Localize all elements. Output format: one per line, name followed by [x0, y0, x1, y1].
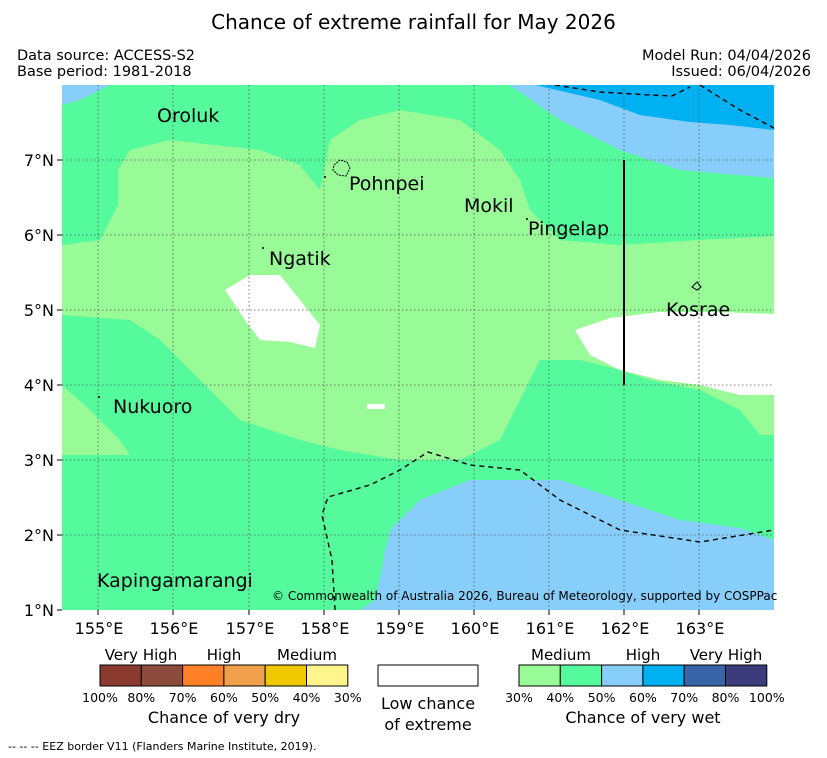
- map-title: Chance of extreme rainfall for May 2026: [211, 10, 616, 34]
- legend-dry-very-high: Very High: [105, 646, 178, 664]
- higher-chance-region: [535, 85, 774, 130]
- legend-wet-very-high: Very High: [690, 646, 763, 664]
- y-tick-label: 3°N: [24, 451, 54, 470]
- data-source: Data source: ACCESS-S2: [17, 48, 196, 64]
- medium-chance-region: [62, 110, 774, 460]
- legend-dry-tick: 40%: [293, 690, 321, 705]
- legend-dry-tick: 30%: [334, 690, 362, 705]
- y-tick-label: 2°N: [24, 526, 54, 545]
- legend-wet-swatch: [601, 664, 644, 687]
- place-label-kapingamarangi: Kapingamarangi: [97, 570, 253, 592]
- x-tick-label: 157°E: [226, 619, 275, 638]
- medium-chance-region-west: [62, 385, 130, 455]
- x-tick-label: 159°E: [376, 619, 425, 638]
- medium-chance-region-pohnpei: [330, 140, 520, 255]
- legend-dry-swatch: [182, 664, 225, 687]
- nukuoro-island: [98, 396, 100, 398]
- legend-low: Low chance of extreme: [377, 664, 479, 734]
- ngatik-island: [262, 247, 264, 249]
- legend-dry-tick: 100%: [82, 690, 118, 705]
- legend-wet-swatch: [518, 664, 561, 687]
- legend-dry-caption: Chance of very dry: [148, 708, 300, 727]
- pohnpei-island: [332, 159, 351, 177]
- low-chance-patch: [367, 404, 385, 409]
- legend-dry-swatch: [264, 664, 308, 687]
- legend-dry-ticks: 100% 80% 70% 60% 50% 40% 30%: [82, 690, 362, 705]
- pingelap-island: [526, 218, 528, 220]
- place-label-oroluk: Oroluk: [157, 105, 219, 127]
- legend-dry-swatch: [99, 664, 142, 687]
- legend-low-line1: Low chance: [381, 694, 475, 713]
- legend-dry-tick: 50%: [251, 690, 279, 705]
- place-label-ngatik: Ngatik: [269, 248, 331, 270]
- legend-wet-high: High: [626, 646, 660, 664]
- issued-date: Issued: 06/04/2026: [671, 64, 811, 80]
- pohnpei-islet: [324, 176, 326, 178]
- legend-wet-swatch: [683, 664, 727, 687]
- place-label-kosrae: Kosrae: [666, 299, 730, 321]
- base-period: Base period: 1981-2018: [17, 64, 192, 80]
- legend-wet-swatch: [725, 664, 768, 687]
- x-tick-label: 160°E: [451, 619, 500, 638]
- legend-wet-tick: 80%: [712, 690, 740, 705]
- legend-wet-caption: Chance of very wet: [565, 708, 720, 727]
- legend-wet-swatch: [642, 664, 685, 687]
- x-tick-label: 155°E: [75, 619, 124, 638]
- legend-low-swatch: [377, 664, 479, 687]
- map-plot-area: [62, 85, 774, 610]
- legend-wet-tick: 30%: [505, 690, 533, 705]
- legend-dry-tick: 60%: [210, 690, 238, 705]
- legend-dry-high: High: [207, 646, 241, 664]
- legend-dry-swatch: [306, 664, 349, 687]
- legend-wet-swatch: [559, 664, 603, 687]
- place-label-nukuoro: Nukuoro: [113, 396, 192, 418]
- legend-dry-tick: 80%: [127, 690, 155, 705]
- legend-wet-tick: 50%: [588, 690, 616, 705]
- legend-wet: Medium High Very High 30% 40% 50% 60% 70% 80%…: [505, 646, 785, 727]
- place-label-pingelap: Pingelap: [528, 218, 609, 240]
- legend-wet-tick: 70%: [670, 690, 698, 705]
- legend-dry-swatches: [99, 664, 349, 687]
- y-tick-label: 6°N: [24, 226, 54, 245]
- y-tick-label: 7°N: [24, 151, 54, 170]
- place-label-mokil: Mokil: [464, 195, 514, 217]
- legend-wet-swatches: [518, 664, 768, 687]
- legend-dry-swatch: [140, 664, 184, 687]
- axis-ticks: [57, 159, 700, 615]
- copyright-notice: © Commonwealth of Australia 2026, Bureau…: [272, 589, 777, 603]
- x-tick-label: 162°E: [601, 619, 650, 638]
- legend-wet-ticks: 30% 40% 50% 60% 70% 80% 100%: [505, 690, 785, 705]
- x-tick-label: 163°E: [676, 619, 725, 638]
- high-chance-region-south: [378, 490, 774, 610]
- legend-wet-tick: 100%: [749, 690, 785, 705]
- x-axis-labels: 155°E 156°E 157°E 158°E 159°E 160°E 161°…: [75, 619, 725, 638]
- model-run: Model Run: 04/04/2026: [641, 48, 811, 64]
- x-tick-label: 161°E: [526, 619, 575, 638]
- legend-wet-medium: Medium: [531, 646, 591, 664]
- place-labels: Oroluk Pohnpei Mokil Pingelap Ngatik Kos…: [97, 105, 730, 592]
- x-tick-label: 158°E: [301, 619, 350, 638]
- y-tick-label: 4°N: [24, 376, 54, 395]
- grid-lines: [62, 85, 774, 610]
- legend-dry-medium: Medium: [277, 646, 337, 664]
- eez-footnote: -- -- -- EEZ border V11 (Flanders Marine…: [8, 740, 317, 753]
- eez-border: [321, 85, 774, 610]
- legend-dry-tick: 70%: [169, 690, 197, 705]
- legend-wet-tick: 60%: [629, 690, 657, 705]
- y-axis-labels: 7°N 6°N 5°N 4°N 3°N 2°N 1°N: [24, 151, 54, 620]
- legend-low-line2: of extreme: [384, 715, 471, 734]
- legend-dry-swatch: [223, 664, 266, 687]
- legend-dry: Very High High Medium 100% 80% 70% 60% 50% 40…: [82, 646, 362, 727]
- legend-wet-tick: 40%: [546, 690, 574, 705]
- kosrae-island: [691, 281, 702, 291]
- y-tick-label: 5°N: [24, 301, 54, 320]
- y-tick-label: 1°N: [24, 601, 54, 620]
- x-tick-label: 156°E: [150, 619, 199, 638]
- place-label-pohnpei: Pohnpei: [349, 173, 425, 195]
